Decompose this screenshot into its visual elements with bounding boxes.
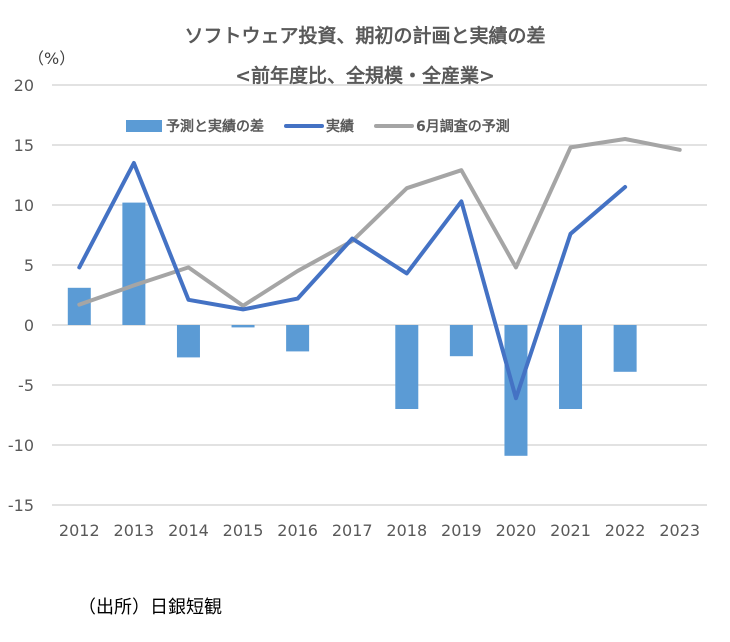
x-tick-label: 2018	[386, 521, 427, 540]
x-tick-label: 2020	[496, 521, 537, 540]
line-forecast	[77, 137, 682, 308]
x-tick-label: 2021	[550, 521, 591, 540]
bar	[395, 325, 419, 409]
legend-label: 予測と実績の差	[166, 118, 264, 135]
bar	[176, 325, 200, 358]
x-tick-label: 2012	[59, 521, 100, 540]
line-series	[77, 137, 682, 401]
bar	[231, 325, 255, 328]
legend-label: 6月調査の予測	[416, 118, 510, 135]
bar	[122, 202, 146, 325]
y-axis-unit: （%）	[28, 49, 75, 68]
x-tick-label: 2014	[168, 521, 209, 540]
y-tick-label: 5	[24, 256, 34, 275]
legend-swatch-bar	[126, 120, 162, 132]
legend: 予測と実績の差 実績 6月調査の予測	[126, 118, 510, 135]
y-tick-label: -15	[8, 496, 34, 515]
y-tick-label: -10	[8, 436, 34, 455]
x-tick-label: 2015	[223, 521, 264, 540]
bar	[504, 325, 528, 456]
bar	[613, 325, 637, 372]
x-tick-label: 2022	[605, 521, 646, 540]
x-tick-labels: 2012 2013 2014 2015 2016 2017 2018 2019 2020 2021…	[59, 521, 700, 540]
chart-subtitle: <前年度比、全規模・全産業>	[235, 64, 495, 87]
y-tick-label: 20	[14, 76, 34, 95]
gridlines	[52, 84, 707, 506]
line-actual	[77, 161, 628, 401]
bar-series	[67, 202, 637, 456]
source-note: （出所）日銀短観	[78, 597, 222, 618]
x-tick-label: 2017	[332, 521, 373, 540]
y-tick-labels: 20 15 10 5 0 -5 -10 -15	[8, 76, 34, 515]
bar	[449, 325, 473, 357]
legend-label: 実績	[326, 118, 354, 135]
bar	[559, 325, 583, 409]
x-tick-label: 2016	[277, 521, 318, 540]
bar	[286, 325, 310, 352]
y-tick-label: 10	[14, 196, 34, 215]
x-tick-label: 2023	[659, 521, 700, 540]
y-tick-label: -5	[18, 376, 34, 395]
chart-title: ソフトウェア投資、期初の計画と実績の差	[184, 24, 545, 47]
x-tick-label: 2013	[114, 521, 155, 540]
x-tick-label: 2019	[441, 521, 482, 540]
y-tick-label: 0	[24, 316, 34, 335]
y-tick-label: 15	[14, 136, 34, 155]
